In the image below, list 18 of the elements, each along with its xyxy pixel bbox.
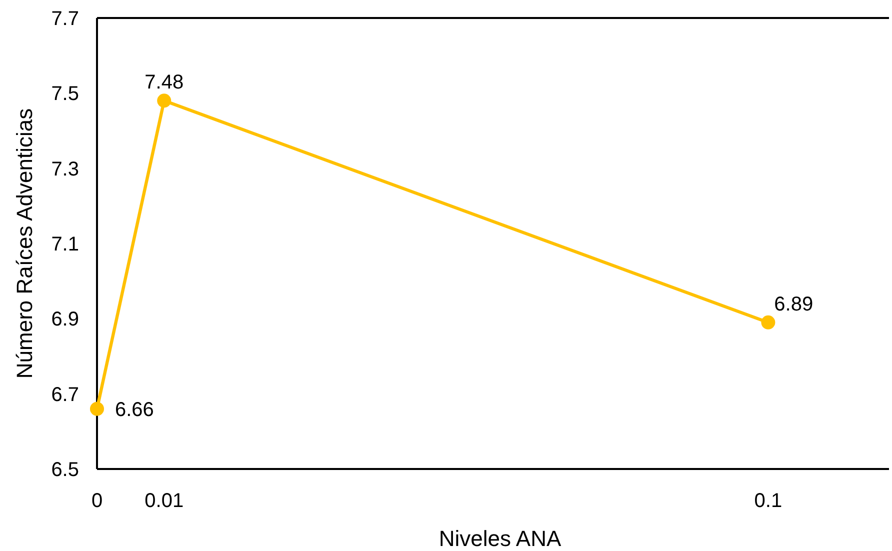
x-tick-label: 0.1 [754, 490, 782, 512]
point [761, 315, 776, 330]
y-tick-label: 6.5 [51, 459, 79, 481]
x-axis-title: Niveles ANA [438, 526, 562, 551]
y-tick-label: 7.3 [51, 158, 79, 180]
point [90, 402, 104, 416]
x-tick-label: 0 [91, 490, 103, 512]
y-tick-label: 6.7 [51, 384, 79, 406]
y-tick-label: 6.9 [51, 308, 79, 331]
data-label: 6.89 [774, 293, 814, 316]
x-tick-label: 0.01 [144, 490, 184, 512]
data-label: 7.48 [144, 72, 184, 94]
y-tick-label: 7.7 [51, 8, 79, 30]
y-tick-label: 7.5 [51, 83, 79, 106]
y-axis-title: Número Raíces Adventicias [12, 108, 37, 379]
y-tick-label: 7.1 [51, 234, 79, 256]
point [157, 94, 172, 108]
data-label: 6.66 [115, 398, 154, 421]
